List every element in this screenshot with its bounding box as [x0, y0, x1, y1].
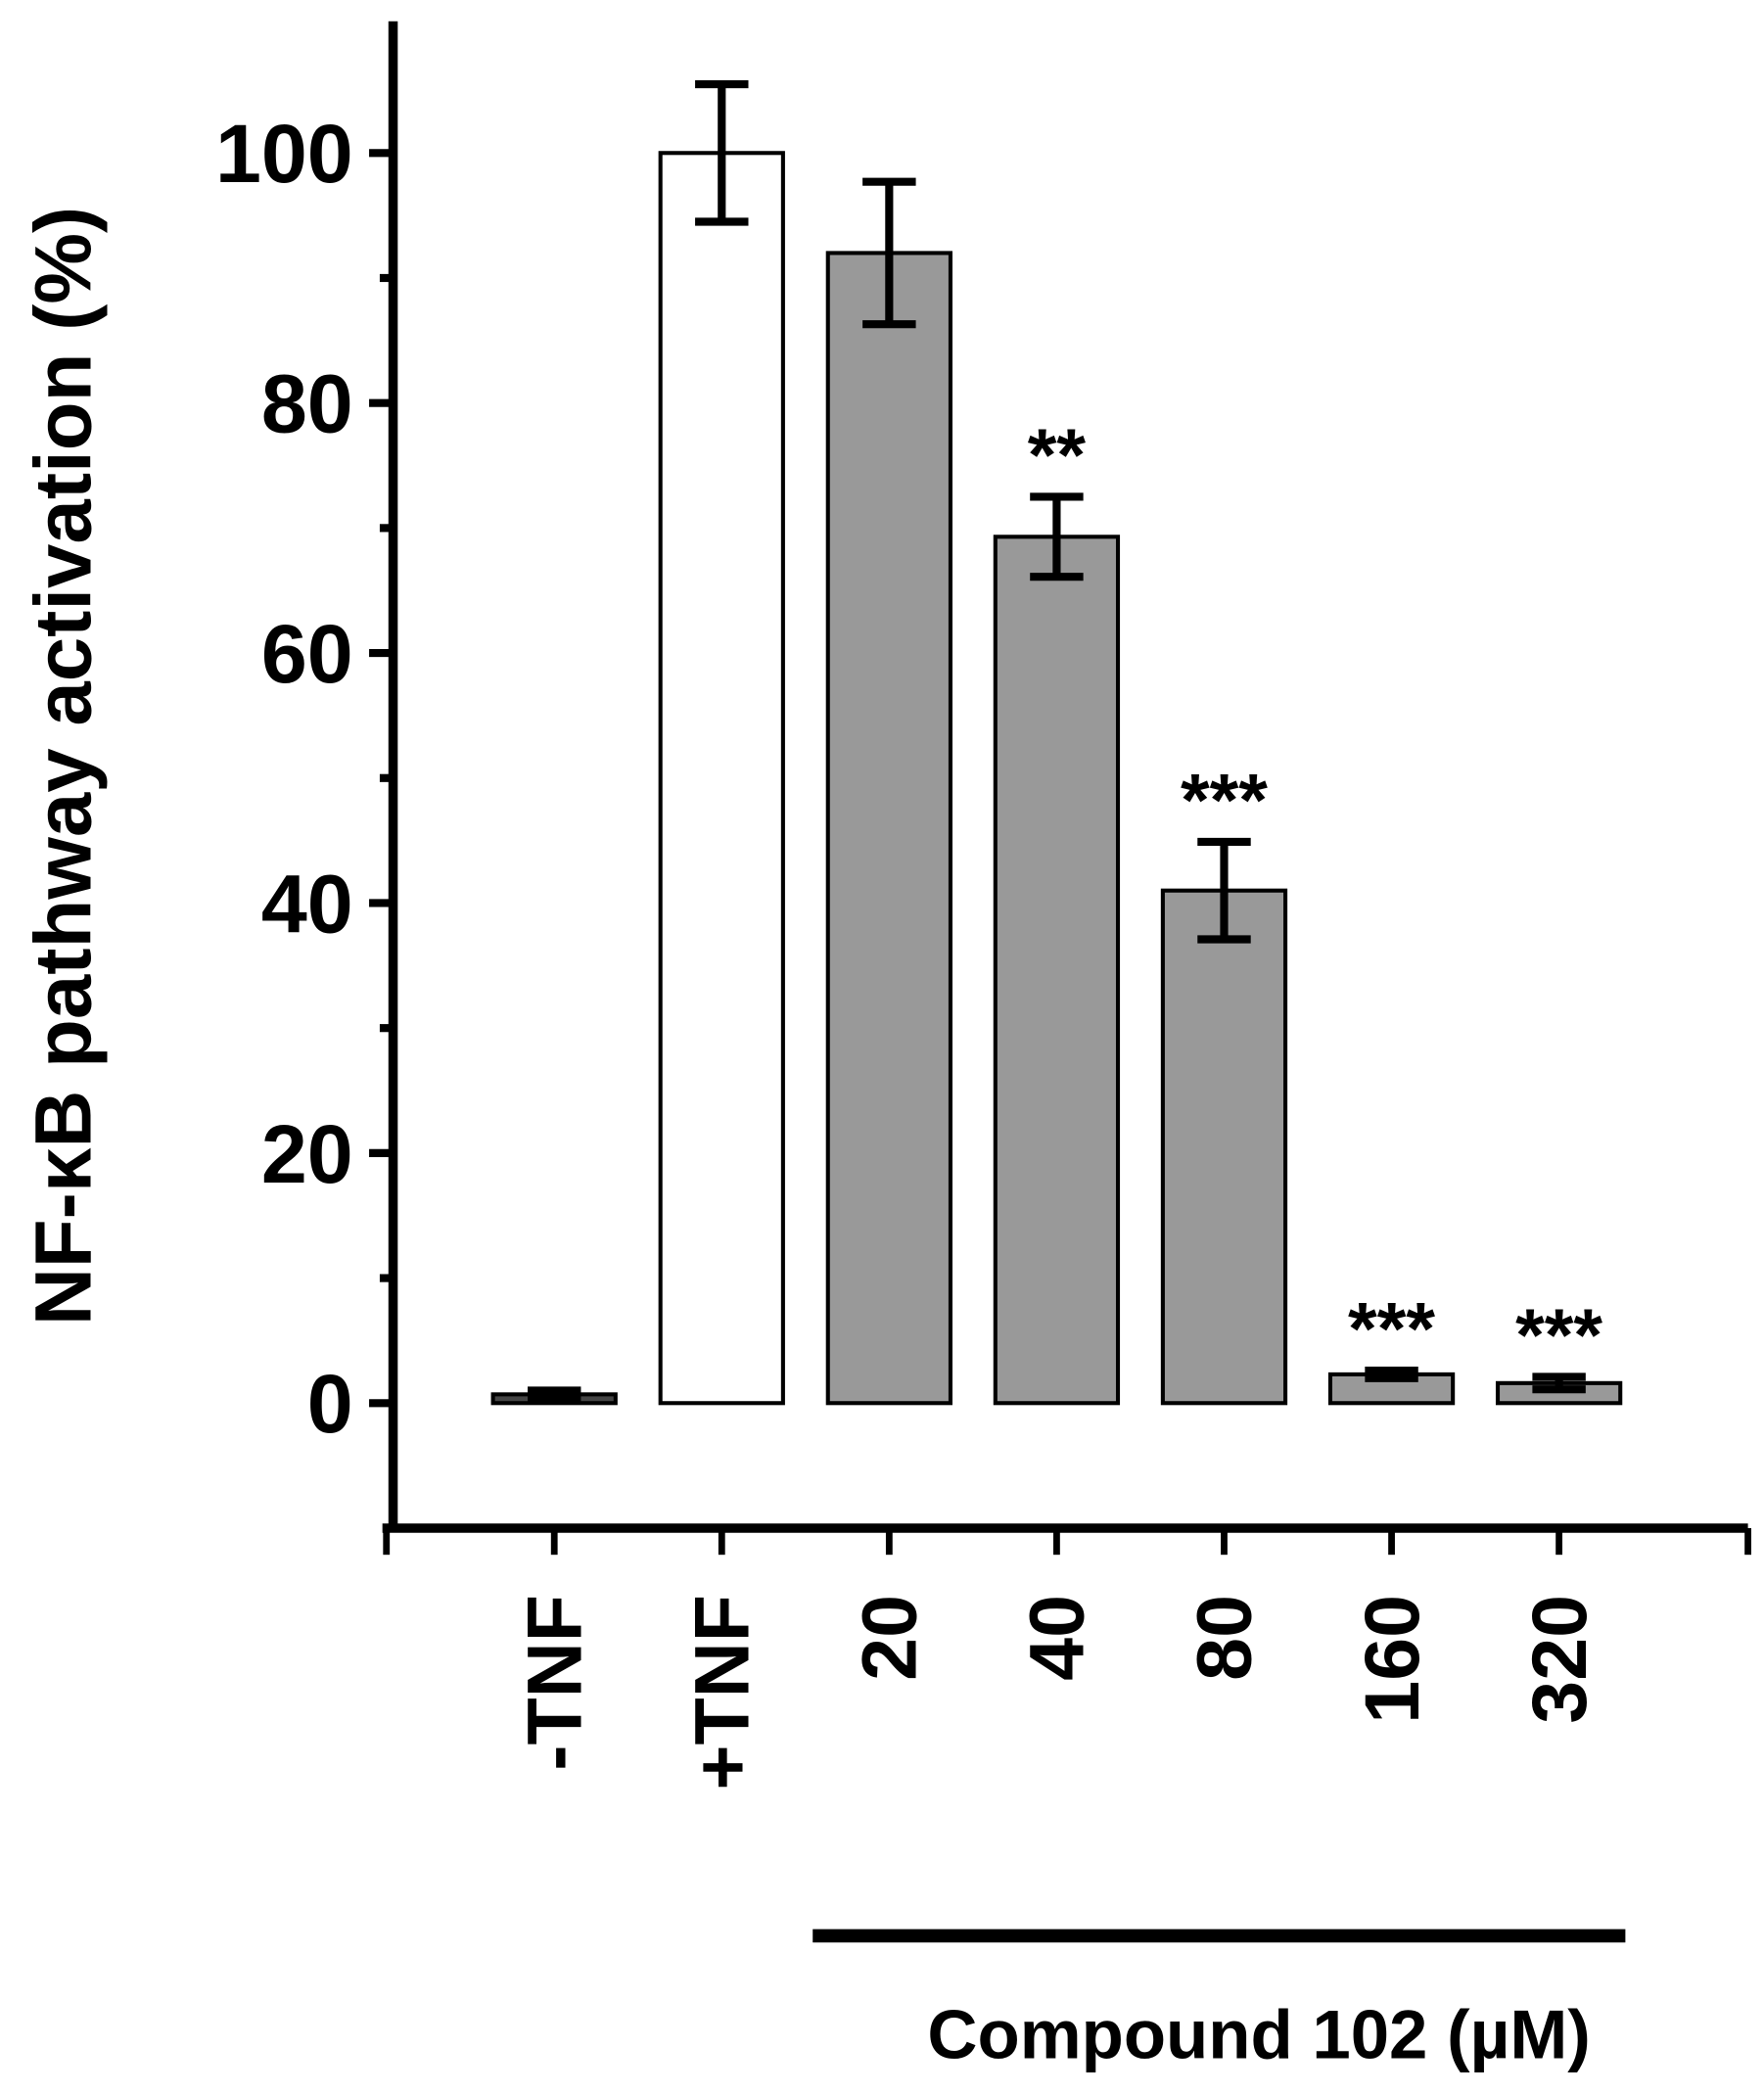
- error-bar: [527, 1386, 581, 1403]
- significance-label: **: [1028, 414, 1087, 497]
- error-bar: [695, 79, 749, 226]
- y-tick-label: 60: [261, 608, 353, 700]
- significance-label: ***: [1181, 760, 1268, 843]
- significance-label: ***: [1515, 1294, 1602, 1377]
- error-bar: [1365, 1366, 1418, 1382]
- x-tick-label: 160: [1349, 1595, 1435, 1724]
- y-tick-label: 40: [261, 858, 353, 950]
- x-tick-label: -TNF: [511, 1595, 597, 1771]
- bar: [825, 251, 952, 1406]
- error-bar: [1532, 1372, 1586, 1394]
- x-tick-label: 40: [1014, 1595, 1100, 1681]
- x-axis-label: Compound 102 (µM): [927, 1996, 1590, 2073]
- y-axis-label: NF-κB pathway activation (%): [20, 207, 109, 1326]
- bar: [1160, 888, 1288, 1406]
- bar: [993, 535, 1121, 1406]
- y-tick-label: 80: [261, 358, 353, 450]
- x-tick-label: 80: [1182, 1595, 1268, 1681]
- x-tick-label: +TNF: [679, 1595, 766, 1791]
- bar: [658, 151, 785, 1406]
- significance-label: ***: [1348, 1288, 1435, 1372]
- error-bar: [862, 177, 916, 329]
- error-bar: [1197, 837, 1251, 944]
- x-tick-label: 20: [847, 1595, 933, 1681]
- y-tick-label: 0: [307, 1358, 353, 1450]
- y-tick-label: 100: [215, 108, 353, 200]
- y-tick-label: 20: [261, 1108, 353, 1200]
- x-tick-label: 320: [1516, 1595, 1602, 1724]
- error-bar: [1030, 492, 1084, 581]
